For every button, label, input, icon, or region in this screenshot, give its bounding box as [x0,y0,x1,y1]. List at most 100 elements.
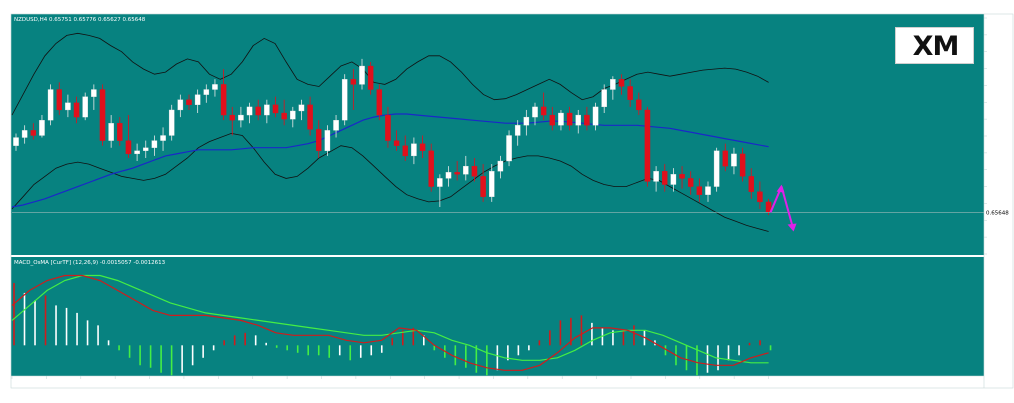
candle-body [618,79,625,87]
candle-body [333,120,339,131]
time-axis-label: 22 Jul 12:00 [46,380,79,386]
symbol-header: NZDUSD,H4 0.65751 0.65776 0.65627 0.6564… [14,17,146,23]
candle-body [229,114,235,121]
candle-body [549,114,556,126]
bollinger-bands [11,32,769,232]
candle-body [56,89,63,111]
price-axis-label: 0.65900 [988,185,1011,191]
candle-body [168,109,175,136]
time-axis-label: 21 Jul 2020 [12,380,44,386]
candle-body [47,89,54,121]
candle-body [298,104,305,112]
candle-body [125,140,132,155]
candle-body [134,150,140,155]
time-axis-label: 3 Aug 12:00 [459,380,493,386]
price-axis-label: 0.66395 [988,134,1011,140]
main-panel-background [11,14,984,255]
candle-body [636,99,642,111]
price-axis-label: 0.65405 [988,235,1011,241]
candle-body [194,94,201,105]
candle-body [566,112,573,126]
candle-body [160,135,166,141]
candle-body [445,172,452,179]
candle-body [39,120,45,136]
price-axis-label: 0.67055 [988,67,1011,73]
macd-axis: 0.00334 0.00 -0.00115 [988,260,1013,378]
xm-logo-text: XM [912,31,960,62]
forecast-arrow [769,184,797,232]
candle-body [82,96,88,118]
macd-histogram [13,282,772,376]
macd-lines [11,274,769,371]
xm-logo: XM [895,27,974,64]
price-axis-label: 0.66230 [988,151,1011,157]
candle-body [238,114,244,121]
candle-body [246,106,253,116]
price-axis-label: 0.67385 [988,33,1011,39]
time-axis-label: 23 Jul 20:00 [115,380,148,386]
candle-body [393,140,400,146]
time-axis-label: 5 Aug 12:00 [562,380,596,386]
moving-average-line [11,113,769,208]
candle-body [419,143,426,151]
price-axis-label: 0.67550 [988,16,1011,22]
price-axis-label: 0.66560 [988,117,1011,123]
candle-body [627,86,633,100]
time-axis-label: 4 Aug 04:00 [493,380,527,386]
candle-body [203,89,210,95]
time-axis-label: 6 Aug 04:00 [597,380,631,386]
time-axis-label: 10 Aug 20:00 [734,380,772,386]
candle-body [376,89,383,116]
candle-body [73,102,80,118]
candle-body [471,165,478,177]
time-axis: 21 Jul 2020 22 Jul 12:00 23 Jul 04:00 23 Ju… [11,376,806,386]
candle-body [359,65,365,85]
macd-axis-label: 0.00 [988,343,1001,349]
price-axis-label: 0.67220 [988,50,1011,56]
candle-body [497,160,504,172]
time-axis-label: 23 Jul 04:00 [81,380,114,386]
time-axis-label: 6 Aug 20:00 [631,380,665,386]
current-price-marker: 0.65648 [12,208,1012,216]
candle-body [341,79,348,121]
time-axis-label: 30 Jul 12:00 [356,380,389,386]
candle-body [463,165,469,175]
candle-body [480,176,486,197]
candle-body [739,153,746,177]
candle-body [731,153,737,167]
candle-body [575,114,582,126]
candle-body [705,186,711,195]
time-axis-label: 31 Jul 04:00 [390,380,423,386]
candle-body [558,112,564,126]
time-axis-label: 10 Aug 04:00 [700,380,738,386]
price-axis-label: 0.66725 [988,100,1011,106]
time-axis-label: 29 Jul 20:00 [321,380,354,386]
candle-body [532,106,538,118]
candle-body [30,130,37,136]
price-axis: 0.67550 0.67385 0.67220 0.67055 0.66890 0.667… [984,16,1011,258]
candle-body [402,145,408,157]
candle-body [65,102,71,111]
time-axis-label: 7 Aug 12:00 [665,380,699,386]
candle-body [662,171,668,185]
candle-body [411,143,417,157]
candle-body [255,106,261,116]
upper-band-line [11,32,769,116]
candle-body [186,99,192,105]
chart-frame [10,13,1014,389]
candle-body [644,109,651,182]
candle-body [151,140,158,148]
candle-body [91,89,97,97]
candle-body [428,150,434,187]
price-axis-label: 0.65570 [988,218,1011,224]
price-axis-label: 0.65240 [988,252,1011,258]
price-axis-label: 0.66890 [988,83,1011,89]
candle-body [506,135,512,162]
price-axis-label: 0.66065 [988,168,1011,174]
forecast-arrow-down [780,186,794,227]
candle-body [437,178,443,187]
time-axis-label: 27 Jul 04:00 [184,380,217,386]
moving-average [11,113,769,208]
